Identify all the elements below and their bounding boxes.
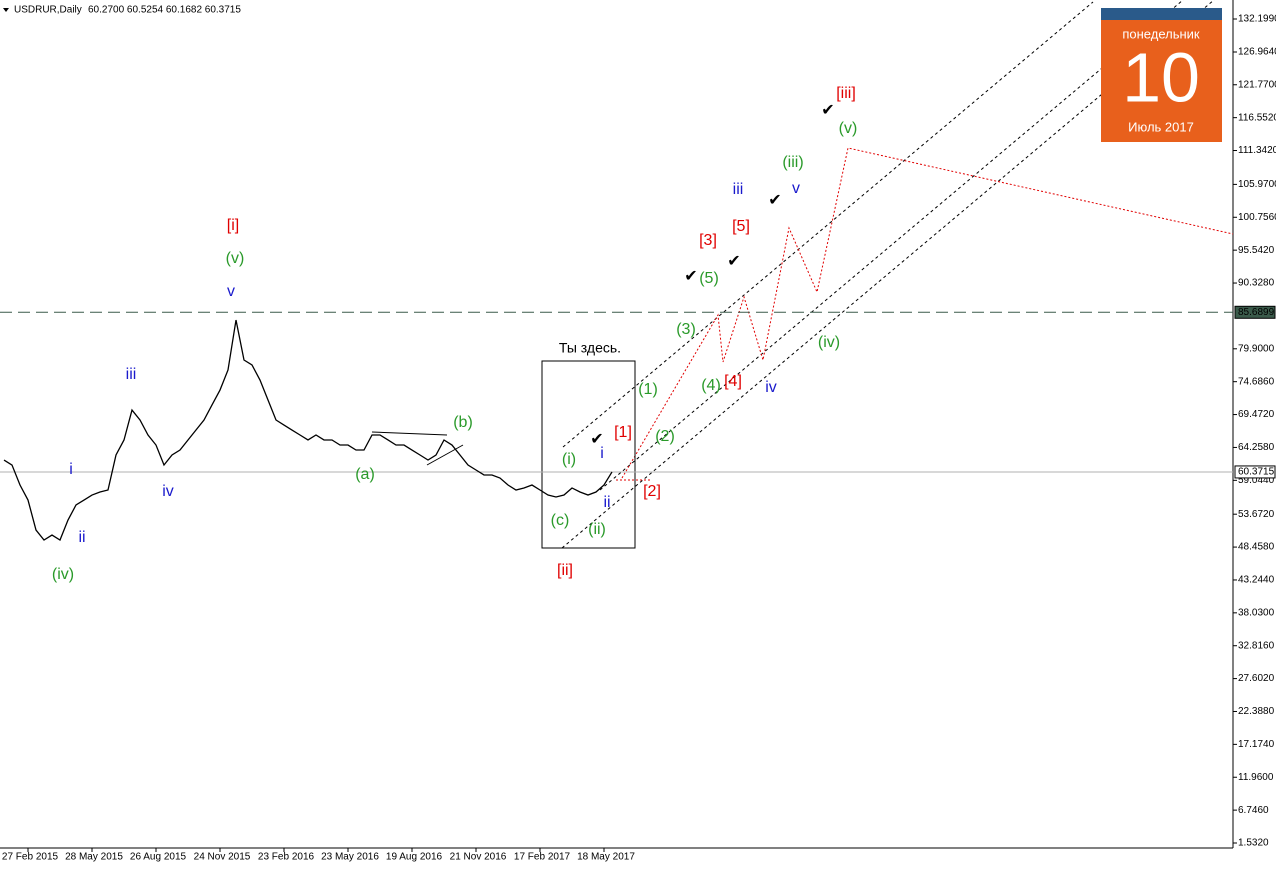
wave-label: i: [600, 445, 604, 462]
forecast: [621, 147, 1234, 479]
wave-label: iii: [733, 181, 744, 198]
y-tick-label: 32.8160: [1238, 640, 1275, 651]
wave-label: (c): [551, 512, 570, 529]
y-tick-label: 100.7560: [1238, 212, 1276, 223]
x-tick-label: 19 Aug 2016: [386, 852, 443, 863]
wave-label: iv: [765, 379, 777, 396]
y-tick-label: 116.5520: [1238, 112, 1276, 123]
x-tick-label: 17 Feb 2017: [514, 852, 571, 863]
wave-label: [ii]: [557, 562, 573, 579]
wave-label: ✔: [821, 102, 834, 119]
day: 10: [1122, 38, 1200, 116]
x-tick-label: 26 Aug 2015: [130, 852, 187, 863]
wave-label: [iii]: [836, 85, 856, 102]
weekday: понедельник: [1122, 26, 1200, 41]
channel: [561, 0, 1215, 549]
y-tick-label: 6.7460: [1238, 805, 1269, 816]
wave-label: (1): [638, 381, 658, 398]
wave-label: (a): [355, 466, 375, 483]
y-tick-label: 38.0300: [1238, 607, 1275, 618]
x-tick-label: 27 Feb 2015: [2, 852, 59, 863]
y-tick-label: 121.7700: [1238, 79, 1276, 90]
wave-label: ii: [78, 529, 85, 546]
y-tick-label: 48.4580: [1238, 542, 1275, 553]
level-box: [1234, 305, 1276, 319]
y-tick-label: 132.1990: [1238, 14, 1276, 25]
chart-title: USDRUR,Daily: [14, 5, 82, 16]
wave-label: v: [227, 283, 235, 300]
wave-label: (5): [699, 270, 719, 287]
wave-label: (iv): [52, 566, 74, 583]
y-tick-label: 11.9600: [1238, 772, 1274, 783]
x-tick-label: 28 May 2015: [65, 852, 123, 863]
y-tick-label: 1.5320: [1238, 838, 1269, 849]
wave-label: (4): [701, 377, 721, 394]
wave-label: [3]: [699, 232, 717, 249]
wave-label: i: [69, 461, 73, 478]
calendar-rings: [1101, 8, 1222, 20]
wave-label: (3): [676, 321, 696, 338]
wave-label: ✔: [768, 192, 781, 209]
x-tick-label: 23 May 2016: [321, 852, 379, 863]
wave-label: (2): [655, 428, 675, 445]
y-tick-label: 126.9640: [1238, 47, 1276, 58]
x-tick-label: 24 Nov 2015: [194, 852, 251, 863]
price-line: [3, 319, 613, 541]
y-tick-label: 90.3280: [1238, 278, 1275, 289]
y-tick-label: 53.6720: [1238, 509, 1275, 520]
y-tick-label: 27.6020: [1238, 673, 1275, 684]
x-tick-label: 23 Feb 2016: [258, 852, 315, 863]
level-label: 85.6899: [1238, 307, 1275, 318]
wave-label: (b): [453, 414, 473, 431]
y-tick-label: 111.3420: [1238, 145, 1276, 156]
wave-label: [2]: [643, 483, 661, 500]
month: Июль 2017: [1128, 119, 1194, 134]
you-are-here-box: [541, 360, 636, 549]
ohlc: 60.2700 60.5254 60.1682 60.3715: [88, 5, 241, 16]
wave-label: [4]: [724, 373, 742, 390]
y-tick-label: 69.4720: [1238, 409, 1275, 420]
wave-label: (i): [562, 451, 576, 468]
wave-label: iii: [126, 366, 137, 383]
wave-label: [1]: [614, 424, 632, 441]
x-tick-label: 21 Nov 2016: [450, 852, 507, 863]
wave-label: ✔: [727, 253, 740, 270]
y-tick-label: 59.0440: [1238, 475, 1275, 486]
calendar: понедельник 10 Июль 2017: [1101, 8, 1222, 142]
wave-label: (v): [226, 250, 245, 267]
wave-label: [i]: [227, 217, 239, 234]
calendar-body: [1101, 8, 1222, 142]
wave-label: (v): [839, 120, 858, 137]
wave-label: (iv): [818, 334, 840, 351]
wave-label: ii: [603, 494, 610, 511]
y-tick-label: 17.1740: [1238, 739, 1275, 750]
triangle-lines: [371, 431, 464, 466]
x-tick-label: 18 May 2017: [577, 852, 635, 863]
level-label: 60.3715: [1238, 467, 1275, 478]
wave-label: ✔: [590, 431, 603, 448]
y-tick-label: 74.6860: [1238, 376, 1275, 387]
wave-label: iv: [162, 483, 174, 500]
wave-label: (ii): [588, 521, 606, 538]
wave-label: ✔: [684, 268, 697, 285]
y-tick-label: 105.9700: [1238, 179, 1276, 190]
y-tick-label: 64.2580: [1238, 442, 1275, 453]
level-box: [1234, 465, 1276, 479]
wave-label: (iii): [782, 154, 803, 171]
wave-label: v: [792, 180, 800, 197]
menu-arrow: [3, 8, 9, 12]
y-tick-label: 22.3880: [1238, 706, 1275, 717]
y-tick-label: 95.5420: [1238, 245, 1275, 256]
wave-label: [5]: [732, 218, 750, 235]
y-tick-label: 79.9000: [1238, 343, 1275, 354]
wave-label: Ты здесь.: [559, 340, 621, 356]
y-tick-label: 43.2440: [1238, 575, 1275, 586]
